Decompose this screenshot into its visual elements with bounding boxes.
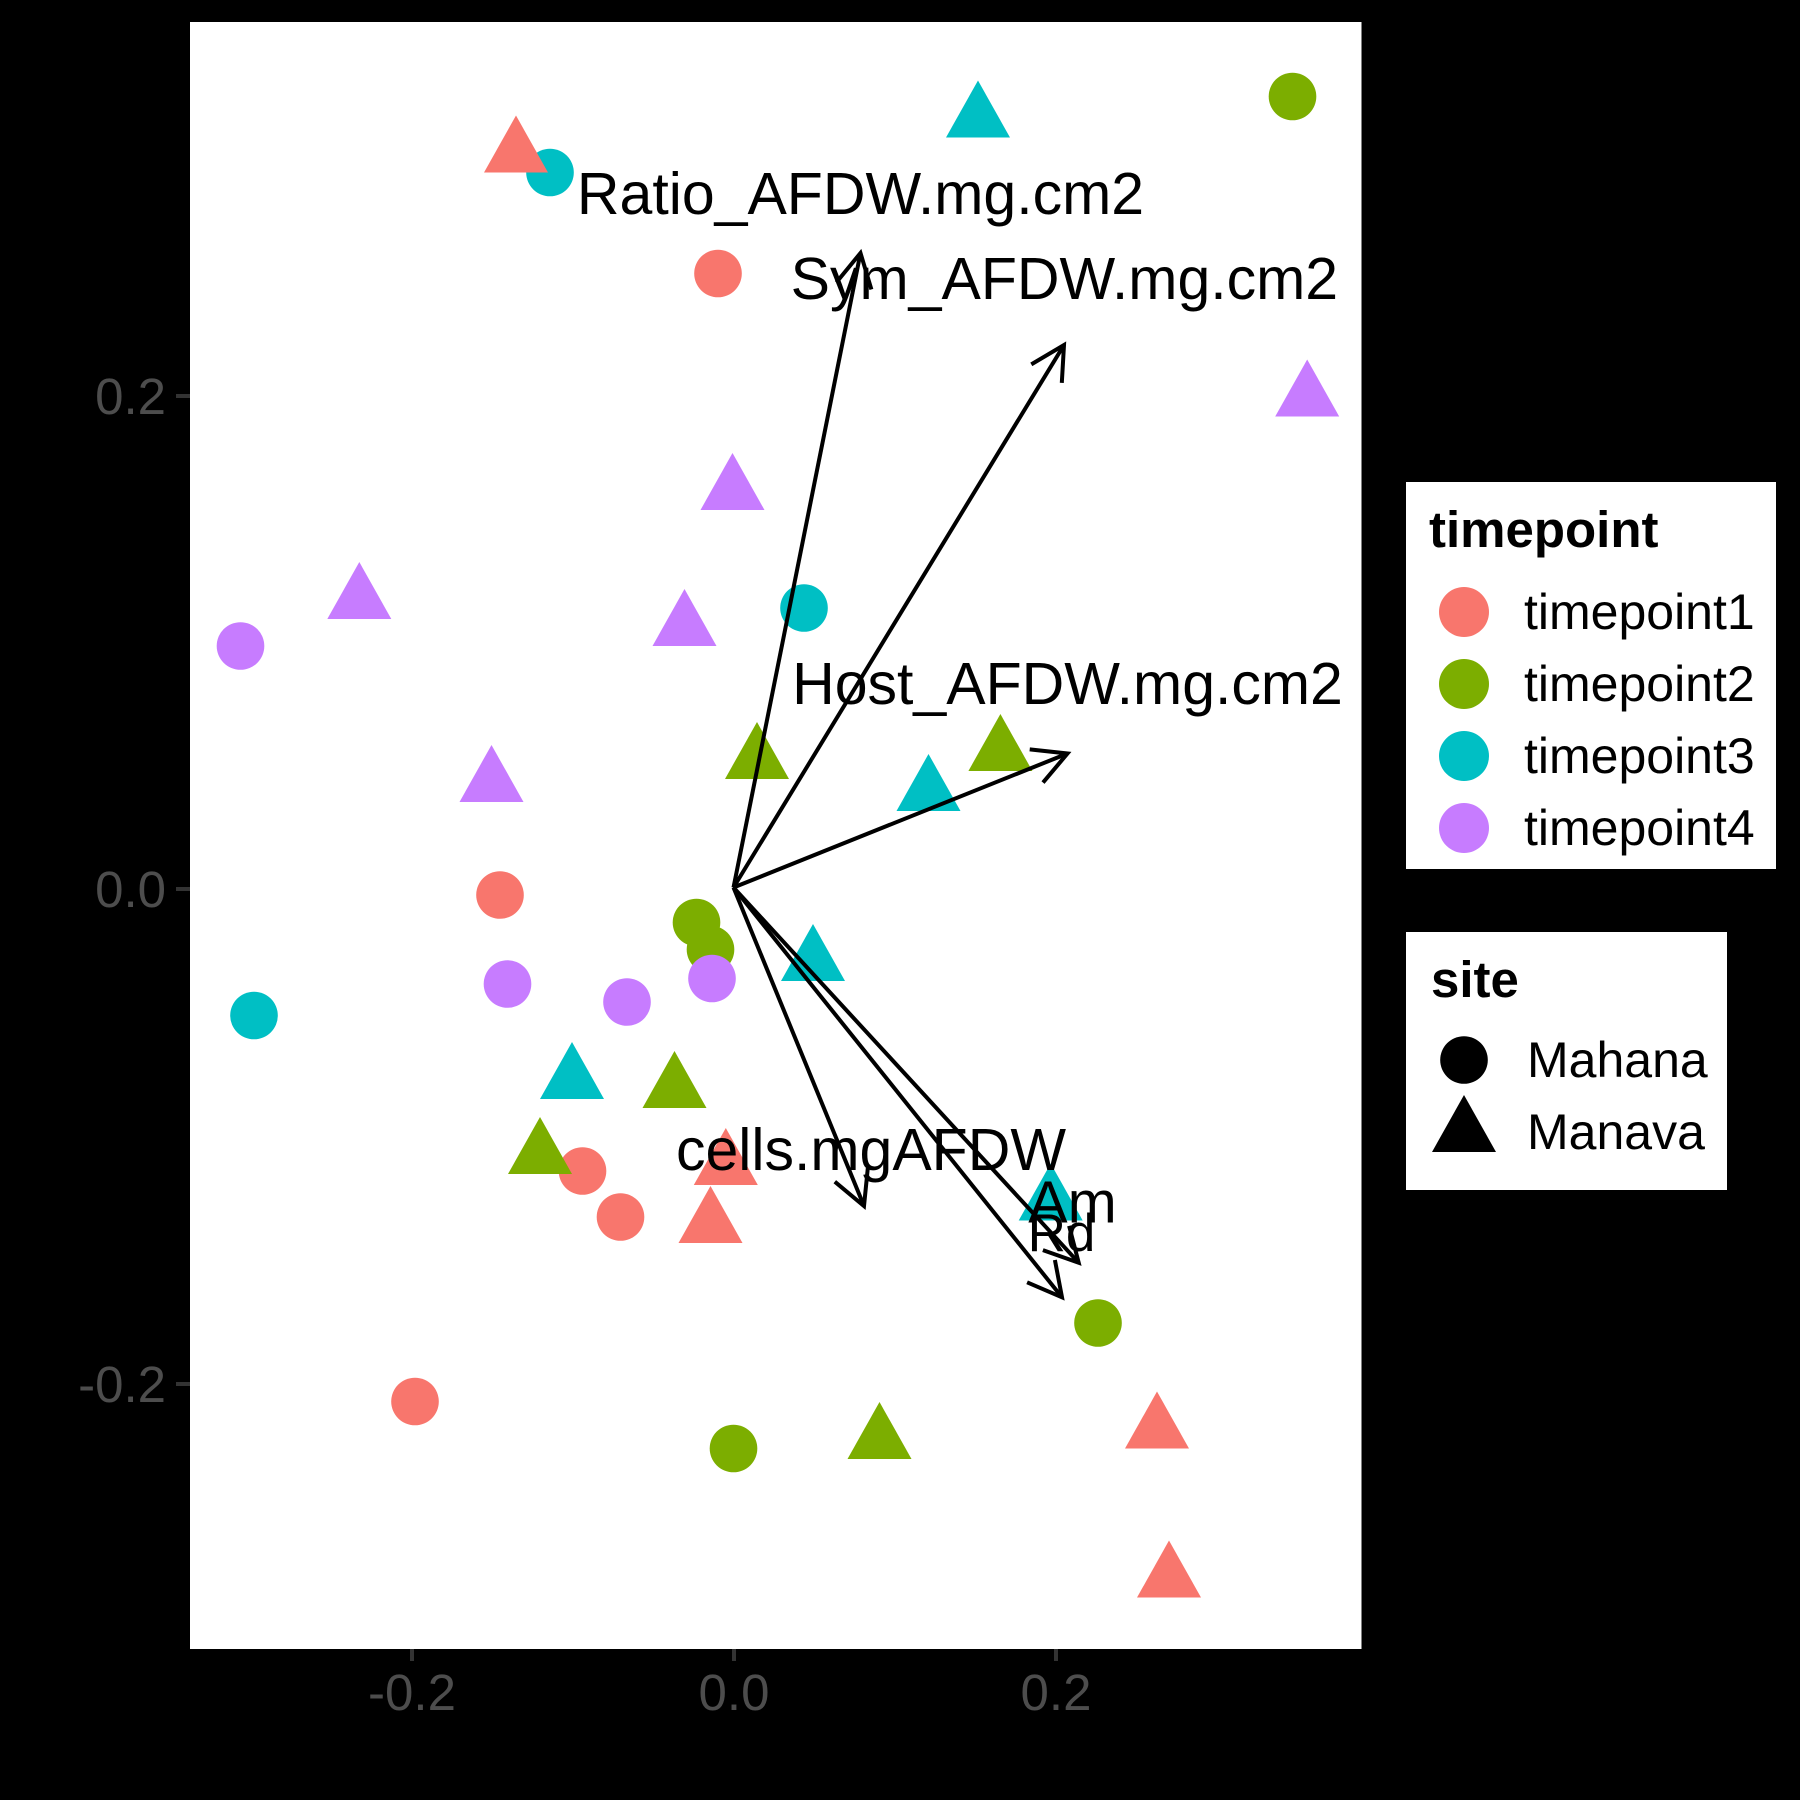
svg-text:0.0: 0.0 [95,861,166,918]
svg-text:0.2: 0.2 [1021,1664,1092,1721]
svg-text:timepoint: timepoint [1429,501,1658,558]
svg-text:Host_AFDW.mg.cm2: Host_AFDW.mg.cm2 [792,651,1343,717]
svg-text:-0.2: -0.2 [368,1664,456,1721]
svg-text:timepoint2: timepoint2 [1524,656,1755,712]
svg-text:Manava: Manava [1527,1104,1705,1160]
svg-text:site: site [1431,951,1519,1008]
svg-text:timepoint4: timepoint4 [1524,800,1755,856]
svg-text:timepoint1: timepoint1 [1524,584,1755,640]
svg-text:Mahana: Mahana [1527,1032,1708,1088]
svg-text:0.0: 0.0 [699,1664,770,1721]
svg-text:Am: Am [1028,1170,1117,1236]
svg-text:-0.2: -0.2 [78,1356,166,1413]
svg-text:Sym_AFDW.mg.cm2: Sym_AFDW.mg.cm2 [791,246,1338,312]
svg-text:timepoint3: timepoint3 [1524,728,1755,784]
svg-text:Ratio_AFDW.mg.cm2: Ratio_AFDW.mg.cm2 [577,161,1144,227]
svg-text:Rd: Rd [1028,1204,1096,1263]
svg-text:0.2: 0.2 [95,368,166,425]
svg-text:cells.mgAFDW: cells.mgAFDW [676,1117,1066,1183]
